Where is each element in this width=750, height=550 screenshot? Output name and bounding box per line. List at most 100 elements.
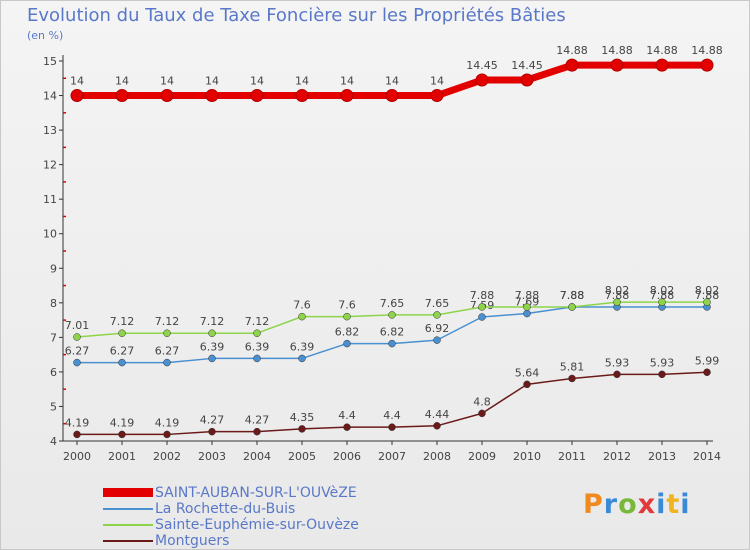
data-label: 14 <box>160 75 174 88</box>
data-label: 4.19 <box>110 416 135 429</box>
data-label: 7.65 <box>425 297 450 310</box>
y-axis-unit: (en %) <box>27 29 64 42</box>
data-point <box>208 427 216 436</box>
data-label: 5.93 <box>605 356 630 369</box>
data-label: 6.39 <box>290 340 315 353</box>
y-tick-label: 9 <box>50 262 57 275</box>
data-label: 14 <box>250 75 264 88</box>
data-point <box>703 368 711 377</box>
data-label: 4.4 <box>383 409 401 422</box>
data-point <box>343 312 351 321</box>
data-point <box>253 427 261 436</box>
data-point <box>475 73 489 87</box>
data-label: 14.88 <box>556 44 588 57</box>
data-point <box>343 423 351 431</box>
data-label: 7.6 <box>338 299 356 312</box>
legend-label: Montguers <box>155 533 230 549</box>
data-label: 4.8 <box>473 395 491 408</box>
data-label: 6.82 <box>380 326 405 339</box>
data-label: 4.19 <box>65 416 90 429</box>
data-label: 5.81 <box>560 360 585 373</box>
data-point <box>163 329 171 337</box>
y-tick-label: 4 <box>50 435 57 448</box>
data-point <box>253 329 261 337</box>
data-point <box>523 380 531 389</box>
data-point <box>253 354 261 363</box>
data-label: 8.02 <box>695 284 720 297</box>
data-label: 7.88 <box>470 289 495 302</box>
data-point <box>433 422 441 430</box>
data-point <box>568 303 576 311</box>
data-point <box>118 329 126 337</box>
data-label: 6.27 <box>110 345 135 358</box>
x-tick-label: 2000 <box>63 450 91 463</box>
x-tick-label: 2007 <box>378 450 406 463</box>
data-label: 7.88 <box>650 289 675 302</box>
data-point <box>655 58 669 72</box>
data-point <box>160 89 174 103</box>
data-label: 4.4 <box>338 409 356 422</box>
data-point <box>118 430 126 439</box>
data-point <box>478 409 486 418</box>
legend-swatch <box>103 524 153 526</box>
data-label: 4.35 <box>290 411 315 424</box>
data-point <box>520 73 534 87</box>
data-label: 7.6 <box>293 299 311 312</box>
x-tick-label: 2013 <box>648 450 676 463</box>
data-point <box>658 298 666 306</box>
legend-label: SAINT-AUBAN-SUR-L'OUVèZE <box>155 485 357 501</box>
data-point <box>388 423 396 431</box>
data-label: 14.88 <box>691 44 723 57</box>
data-label: 4.19 <box>155 416 180 429</box>
data-label: 7.88 <box>605 289 630 302</box>
data-label: 7.12 <box>110 315 135 328</box>
data-label: 7.12 <box>155 315 180 328</box>
data-label: 7.65 <box>380 297 405 310</box>
y-tick-label: 14 <box>43 90 57 103</box>
x-tick-label: 2001 <box>108 450 136 463</box>
data-label: 6.27 <box>65 345 90 358</box>
data-point <box>340 89 354 103</box>
data-label: 14 <box>70 75 84 88</box>
data-point <box>658 370 666 379</box>
data-point <box>208 354 216 363</box>
x-tick-label: 2002 <box>153 450 181 463</box>
data-point <box>388 339 396 348</box>
data-label: 4.44 <box>425 408 450 421</box>
y-tick-label: 15 <box>43 55 57 68</box>
data-point <box>478 313 486 321</box>
data-point <box>523 303 531 311</box>
x-tick-label: 2006 <box>333 450 361 463</box>
data-point <box>613 298 621 306</box>
data-label: 7.88 <box>560 289 585 302</box>
data-point <box>523 309 531 318</box>
y-tick-label: 12 <box>43 159 57 172</box>
legend-label: La Rochette-du-Buis <box>155 501 296 517</box>
data-label: 7.88 <box>560 289 585 302</box>
data-label: 8.02 <box>650 284 675 297</box>
x-tick-label: 2011 <box>558 450 586 463</box>
x-tick-label: 2003 <box>198 450 226 463</box>
data-point <box>568 374 576 383</box>
data-label: 14 <box>115 75 129 88</box>
data-label: 6.39 <box>200 340 225 353</box>
data-label: 8.02 <box>605 284 630 297</box>
data-point <box>433 336 441 344</box>
data-label: 5.99 <box>695 354 720 367</box>
x-tick-label: 2012 <box>603 450 631 463</box>
data-point <box>118 358 126 367</box>
y-tick-label: 5 <box>50 400 57 413</box>
y-tick-label: 8 <box>50 297 57 310</box>
data-label: 7.12 <box>245 315 270 328</box>
data-point <box>208 329 216 337</box>
y-tick-label: 11 <box>43 193 57 206</box>
legend-swatch <box>103 488 153 497</box>
x-tick-label: 2005 <box>288 450 316 463</box>
line-chart: 4 5 6 7 8 9 10 11 12 13 14 15 2000 2001 2002 2003 2004 20… <box>43 44 723 463</box>
data-point <box>298 354 306 363</box>
data-point <box>388 311 396 319</box>
data-point <box>73 430 81 439</box>
data-point <box>430 89 444 103</box>
data-label: 14.88 <box>601 44 633 57</box>
data-point <box>610 58 624 72</box>
